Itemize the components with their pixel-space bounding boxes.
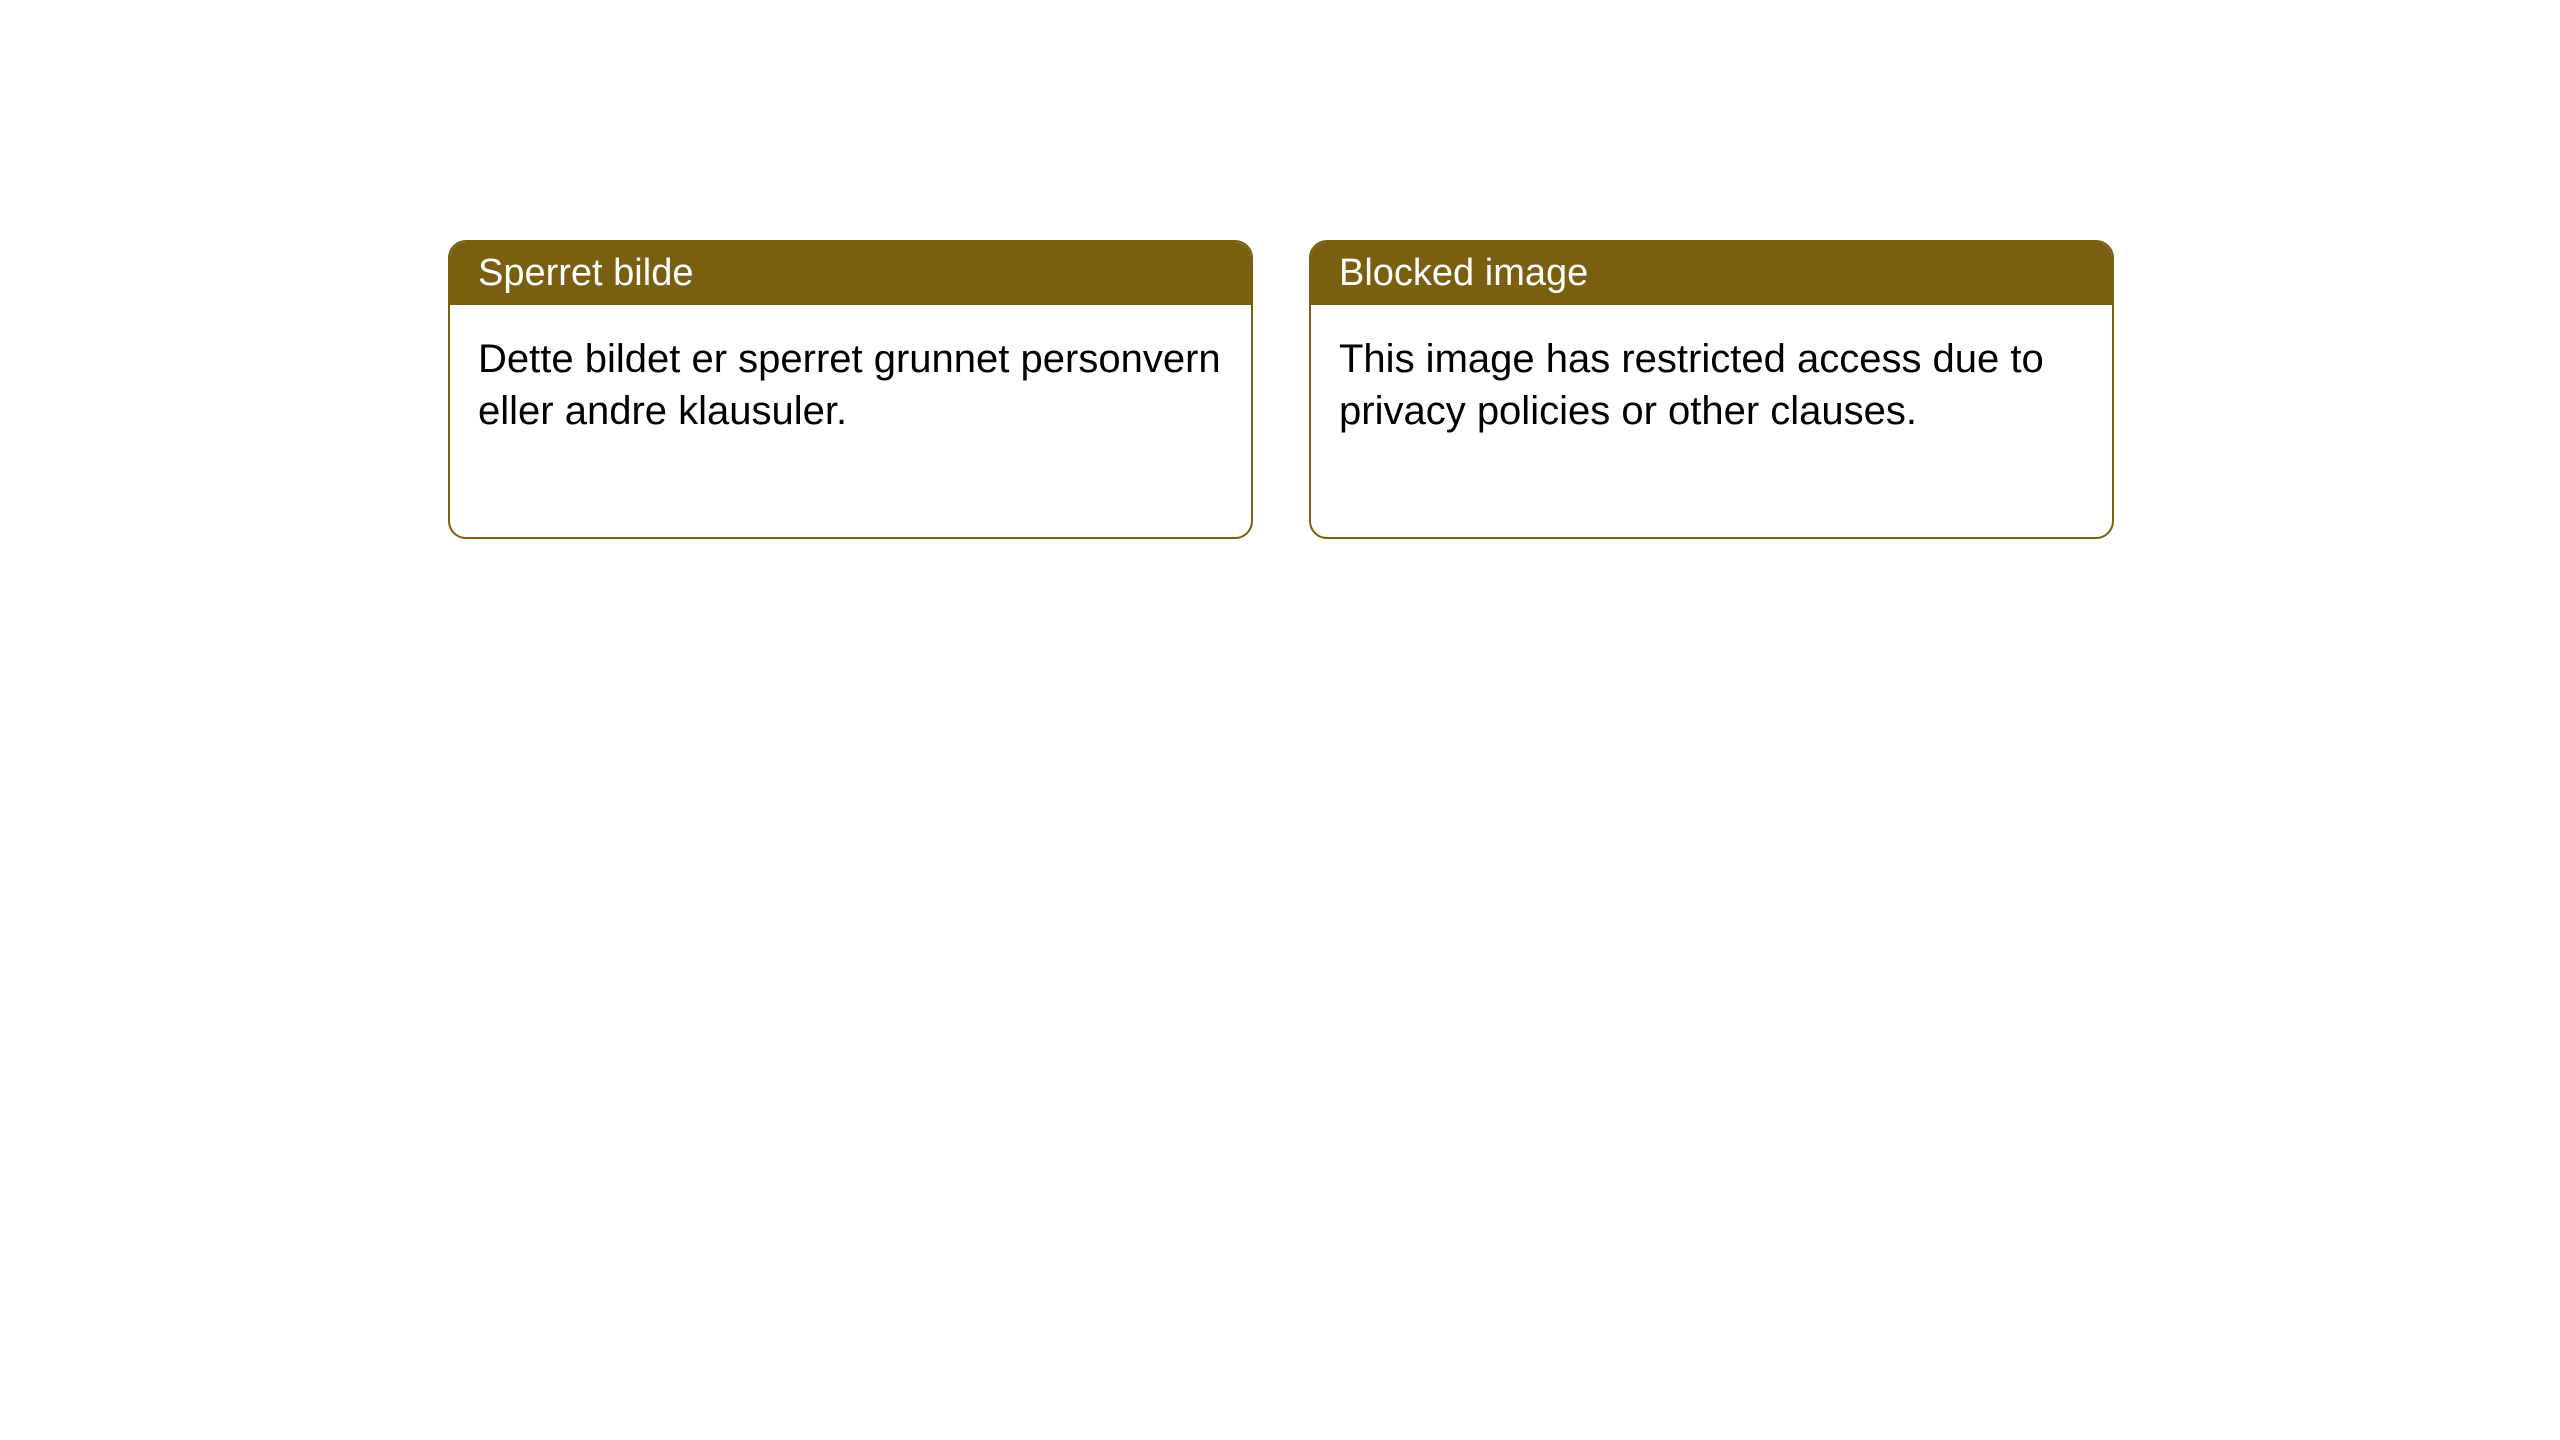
notice-body-text: This image has restricted access due to … <box>1339 337 2044 433</box>
notice-header: Sperret bilde <box>450 242 1251 305</box>
notice-header: Blocked image <box>1311 242 2112 305</box>
notice-body: This image has restricted access due to … <box>1311 305 2112 537</box>
notice-title: Blocked image <box>1339 252 1588 294</box>
notice-title: Sperret bilde <box>478 252 693 294</box>
notice-card-english: Blocked image This image has restricted … <box>1309 240 2114 539</box>
notice-body-text: Dette bildet er sperret grunnet personve… <box>478 337 1221 433</box>
notice-card-norwegian: Sperret bilde Dette bildet er sperret gr… <box>448 240 1253 539</box>
notice-body: Dette bildet er sperret grunnet personve… <box>450 305 1251 537</box>
notice-container: Sperret bilde Dette bildet er sperret gr… <box>0 0 2560 539</box>
